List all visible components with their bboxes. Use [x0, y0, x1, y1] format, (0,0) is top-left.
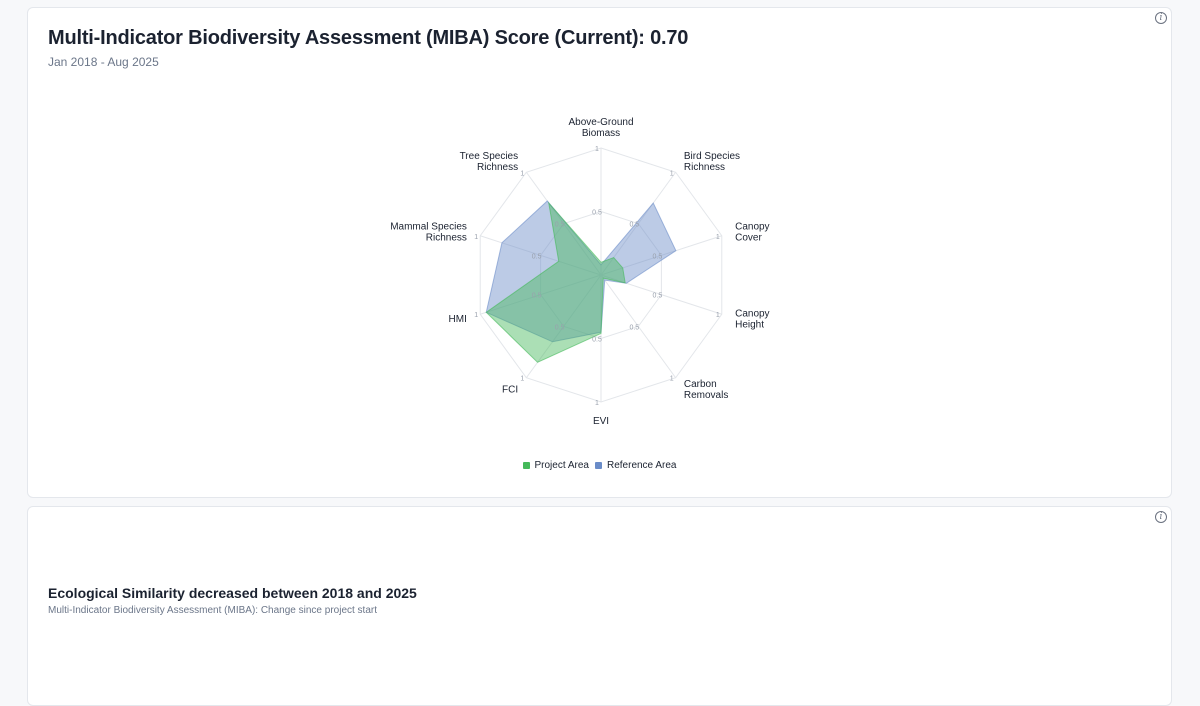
tick-label: 0.5: [629, 324, 639, 331]
spoke-9: [525, 171, 602, 276]
tick-label: 1: [716, 234, 720, 241]
ecological-similarity-card: i Ecological Similarity decreased betwee…: [27, 506, 1172, 706]
spoke-4: [600, 274, 677, 379]
info-icon[interactable]: i: [1155, 12, 1167, 24]
axis-label-7: HMI: [449, 314, 467, 325]
axis-label-6: FCI: [502, 385, 518, 396]
axis-label-5: EVI: [593, 416, 609, 427]
card-subtitle: Multi-Indicator Biodiversity Assessment …: [48, 605, 378, 616]
tick-label: 1: [474, 234, 478, 241]
axis-label-3: Canopy Height: [735, 309, 769, 331]
tick-label: 1: [595, 400, 599, 407]
tick-label: 0.5: [532, 253, 542, 260]
tick-label: 1: [670, 170, 674, 177]
tick-label: 0.5: [653, 293, 663, 300]
chart-legend: Project Area Reference Area: [28, 460, 1171, 472]
axis-label-1: Bird Species Richness: [684, 151, 740, 173]
card-subtitle: Jan 2018 - Aug 2025: [48, 55, 159, 69]
tick-label: 1: [520, 170, 524, 177]
axis-label-2: Canopy Cover: [735, 221, 769, 243]
tick-label: 0.5: [532, 293, 542, 300]
miba-score-card: i Multi-Indicator Biodiversity Assessmen…: [27, 7, 1172, 498]
radar-chart: 0.5 1 0.5 1 0.5 1 0.5 1 0.5 1 0.5 1 0.5 1 0.5 1 0.5 1 0.5 1…: [390, 117, 769, 427]
axis-label-9: Tree Species Richness: [460, 151, 519, 173]
tick-label: 0.5: [592, 337, 602, 344]
tick-label: 0.5: [592, 210, 602, 217]
tick-label: 1: [520, 376, 524, 383]
spoke-7: [480, 274, 602, 315]
spoke-6: [525, 274, 602, 379]
legend-swatch: [522, 462, 530, 469]
axis-label-0: Above-Ground Biomass: [568, 117, 633, 139]
legend-swatch: [594, 462, 602, 469]
series-project-area[interactable]: [485, 201, 626, 363]
legend-item-reference-area[interactable]: Reference Area: [594, 460, 677, 471]
tick-label: 1: [595, 146, 599, 153]
tick-label: 0.5: [653, 253, 663, 260]
spoke-8: [480, 235, 602, 276]
tick-label: 1: [474, 312, 478, 319]
tick-label: 0.5: [629, 222, 639, 229]
card-title: Multi-Indicator Biodiversity Assessment …: [48, 27, 689, 49]
axis-label-8: Mammal Species Richness: [390, 221, 467, 243]
tick-label: 0.5: [555, 324, 565, 331]
tick-label: 1: [716, 312, 720, 319]
card-title: Ecological Similarity decreased between …: [48, 585, 417, 601]
legend-label: Project Area: [534, 460, 589, 471]
legend-label: Reference Area: [606, 460, 677, 471]
info-icon[interactable]: i: [1155, 511, 1167, 523]
axis-label-4: Carbon Removals: [684, 379, 728, 401]
tick-label: 1: [670, 376, 674, 383]
legend-item-project-area[interactable]: Project Area: [522, 460, 589, 471]
spoke-2: [600, 235, 722, 276]
tick-label: 0.5: [555, 222, 565, 229]
